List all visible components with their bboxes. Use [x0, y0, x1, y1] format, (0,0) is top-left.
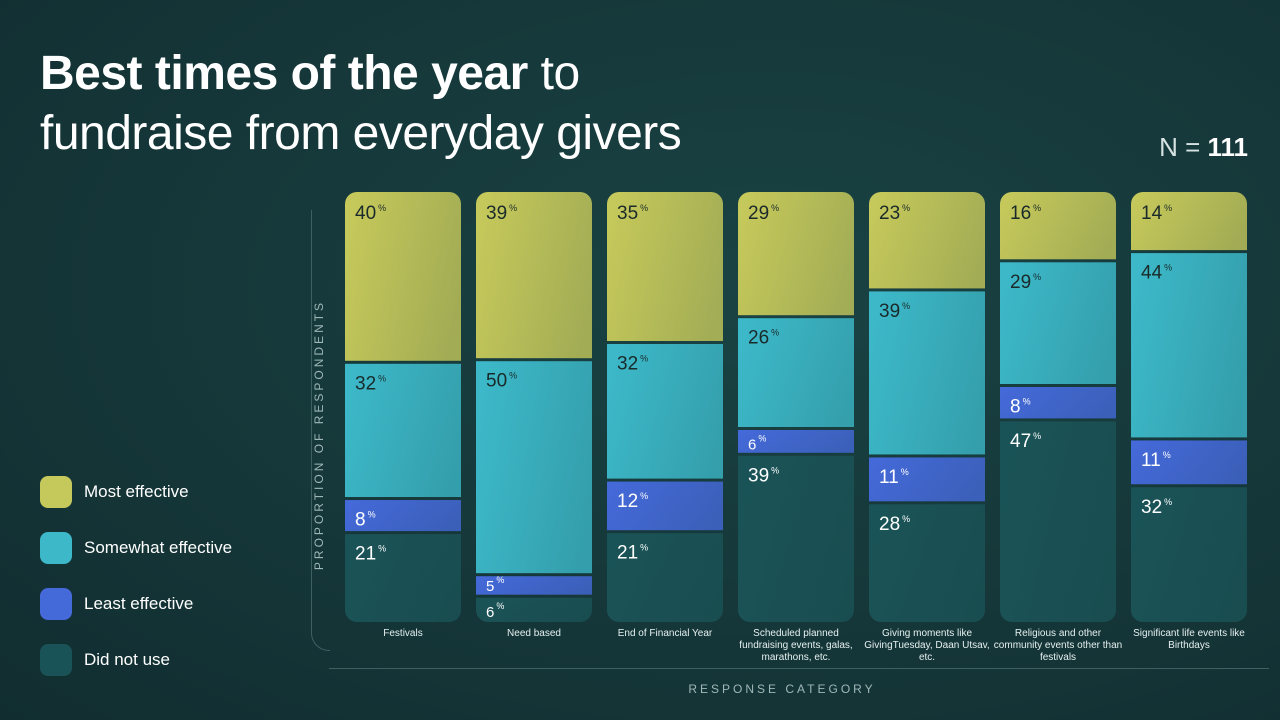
- category-label: Significant life events like Birthdays: [1133, 628, 1245, 651]
- bar-segment: [1000, 192, 1116, 260]
- legend-item: Did not use: [40, 632, 232, 688]
- bar-segment: [738, 192, 854, 316]
- bar-segment: [476, 576, 592, 595]
- bar-group: [869, 192, 985, 622]
- bar-segment: [738, 430, 854, 453]
- bar-group: [607, 192, 723, 622]
- legend-item: Most effective: [40, 464, 232, 520]
- legend-swatch: [40, 476, 72, 508]
- category-label: End of Financial Year: [617, 628, 713, 639]
- legend-label: Least effective: [84, 594, 194, 613]
- legend-label: Somewhat effective: [84, 538, 233, 557]
- title-light: to: [527, 47, 581, 100]
- bar-segment: [1000, 262, 1116, 384]
- bar-segment: [1131, 192, 1247, 251]
- bar-segment: [345, 192, 461, 361]
- bar-segment: [869, 457, 985, 502]
- bar-segment: [607, 344, 723, 479]
- bar-segment: [476, 361, 592, 574]
- sample-size: N = 111: [1159, 132, 1248, 163]
- bar-segment: [869, 504, 985, 622]
- title-bold: Best times of the year: [40, 47, 528, 100]
- legend-item: Somewhat effective: [40, 520, 232, 576]
- category-label: Need based: [507, 628, 561, 639]
- legend-swatch: [40, 532, 72, 564]
- sample-size-value: 111: [1207, 132, 1248, 162]
- legend-label: Did not use: [84, 650, 170, 669]
- bar-segment: [1000, 387, 1116, 419]
- bar-segment: [1131, 487, 1247, 622]
- bar-group: [345, 192, 461, 622]
- legend: Most effective Somewhat effective Least ef…: [40, 464, 232, 688]
- bar-segment: [476, 192, 592, 359]
- bar-segment: [869, 291, 985, 455]
- bar-segment: [607, 192, 723, 341]
- legend-label: Most effective: [84, 482, 189, 501]
- title-line2: fundraise from everyday givers: [40, 107, 682, 160]
- x-axis-label: RESPONSE CATEGORY: [688, 682, 876, 696]
- bar-segment: [607, 481, 723, 531]
- bar-segment: [869, 192, 985, 289]
- category-label: Giving moments like GivingTuesday, Daan …: [864, 628, 990, 663]
- bar-segment: [345, 363, 461, 498]
- bar-segment: [345, 500, 461, 532]
- bar-group: [476, 192, 592, 622]
- chart-title: Best times of the year to fundraise from…: [40, 44, 682, 164]
- legend-item: Least effective: [40, 576, 232, 632]
- x-axis-line: [329, 668, 1269, 669]
- category-label: Festivals: [383, 628, 423, 639]
- bar-segment: [345, 534, 461, 622]
- legend-swatch: [40, 588, 72, 620]
- bar-segment: [1131, 440, 1247, 485]
- bar-segment: [1000, 421, 1116, 622]
- bar-segment: [607, 533, 723, 622]
- bar-group: [1131, 192, 1247, 622]
- bar-segment: [738, 455, 854, 622]
- legend-swatch: [40, 644, 72, 676]
- bar-segment: [476, 597, 592, 622]
- bar-group: [738, 192, 854, 622]
- bar-group: [1000, 192, 1116, 622]
- category-label: Scheduled planned fundraising events, ga…: [739, 628, 853, 663]
- sample-size-prefix: N =: [1159, 132, 1208, 162]
- bar-segment: [738, 318, 854, 427]
- bar-segment: [1131, 253, 1247, 438]
- category-label: Religious and other community events oth…: [993, 628, 1123, 663]
